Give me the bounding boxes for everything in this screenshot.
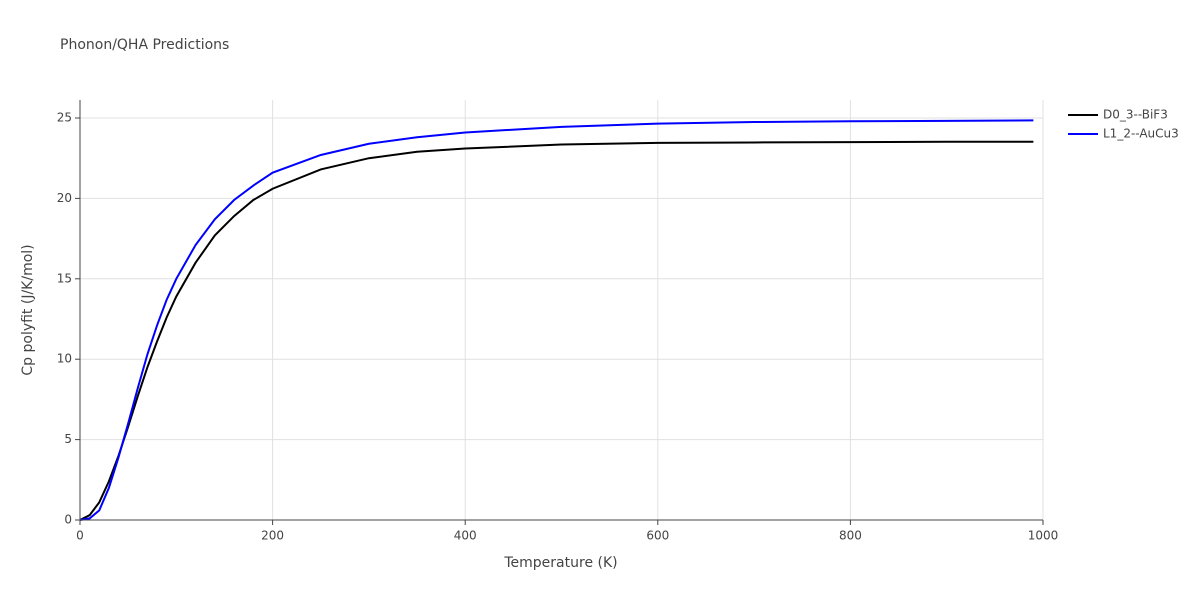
x-tick-label: 400 [454, 529, 477, 543]
y-tick-label: 0 [64, 513, 72, 527]
x-tick-label: 200 [261, 529, 284, 543]
y-tick-label: 20 [57, 191, 72, 205]
y-tick-label: 25 [57, 111, 72, 125]
x-tick-label: 0 [76, 529, 84, 543]
legend-label: L1_2--AuCu3 [1103, 127, 1179, 141]
y-tick-label: 15 [57, 271, 72, 285]
series-line [79, 119, 1034, 521]
legend-label: D0_3--BiF3 [1103, 108, 1168, 122]
x-tick-label: 600 [646, 529, 669, 543]
y-axis-title: Cp polyfit (J/K/mol) [20, 244, 36, 375]
x-tick-label: 1000 [1028, 529, 1059, 543]
x-axis-title: Temperature (K) [503, 555, 617, 571]
y-tick-label: 10 [57, 352, 72, 366]
grid [79, 100, 1044, 521]
y-tick-label: 5 [64, 432, 72, 446]
chart-title: Phonon/QHA Predictions [60, 37, 229, 53]
plot-area [79, 119, 1034, 521]
x-tick-label: 800 [839, 529, 862, 543]
